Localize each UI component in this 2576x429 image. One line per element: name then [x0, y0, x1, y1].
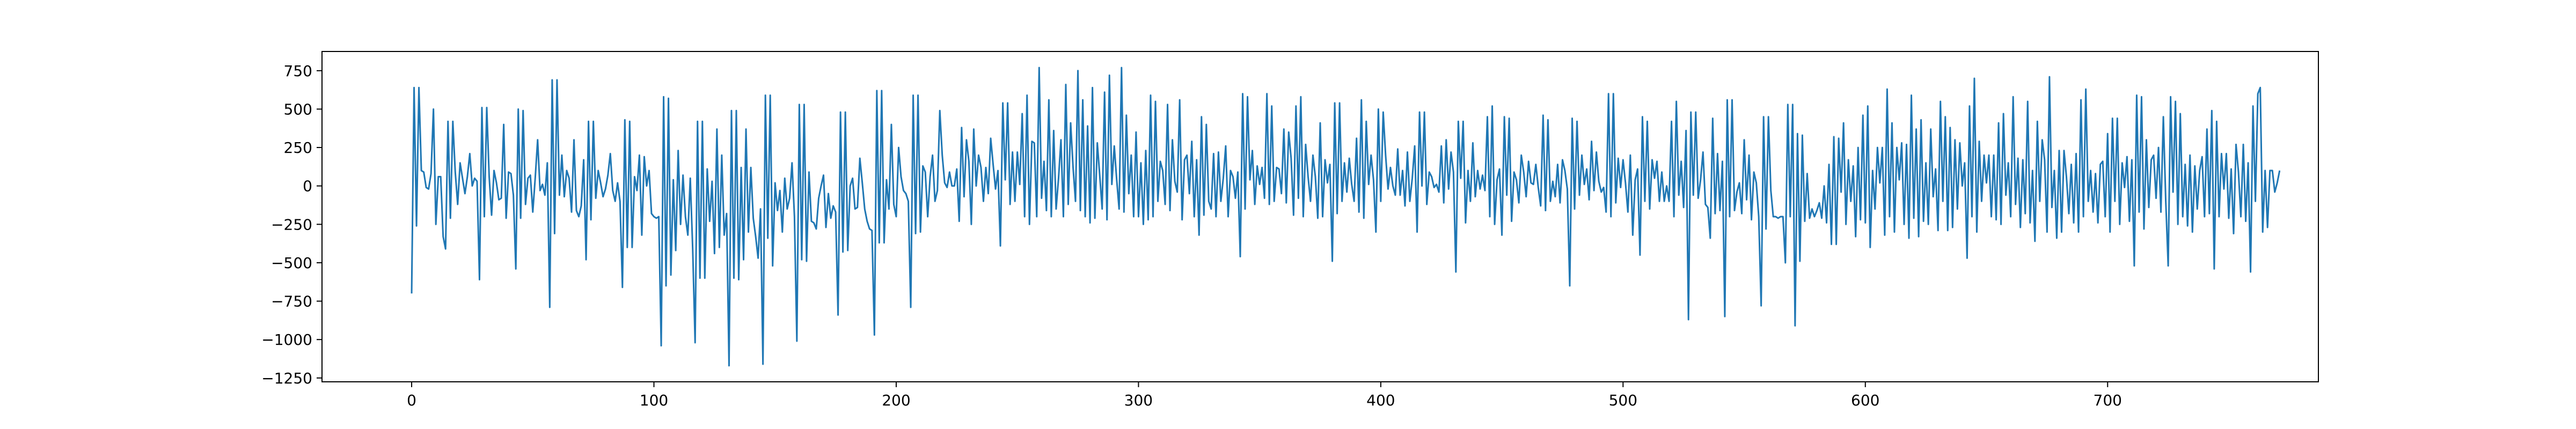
- x-tick-label: 500: [1609, 391, 1637, 409]
- axes-frame: [321, 51, 2319, 382]
- x-tick-label: 100: [640, 391, 668, 409]
- y-tick-label: −250: [271, 216, 312, 233]
- x-tick-label: 400: [1366, 391, 1395, 409]
- y-tick-label: 250: [284, 139, 312, 157]
- y-tick-label: −750: [271, 293, 312, 310]
- x-axis: 0 100 200 300 400 500 600 700: [407, 382, 2122, 409]
- y-tick-label: −500: [271, 254, 312, 272]
- x-tick-label: 600: [1851, 391, 1879, 409]
- x-tick-label: 700: [2094, 391, 2122, 409]
- x-tick-label: 200: [882, 391, 910, 409]
- y-tick-label: −1250: [261, 369, 312, 387]
- y-tick-label: 500: [284, 100, 312, 118]
- x-tick-label: 300: [1124, 391, 1153, 409]
- x-tick-label: 0: [407, 391, 416, 409]
- y-tick-label: −1000: [261, 331, 312, 349]
- y-axis: −1250 −1000 −750 −500 −250 0 250 500 750: [261, 62, 322, 387]
- plot-area: [411, 66, 2281, 367]
- y-tick-label: 0: [303, 177, 312, 195]
- y-tick-label: 750: [284, 62, 312, 80]
- series-line: [411, 66, 2281, 367]
